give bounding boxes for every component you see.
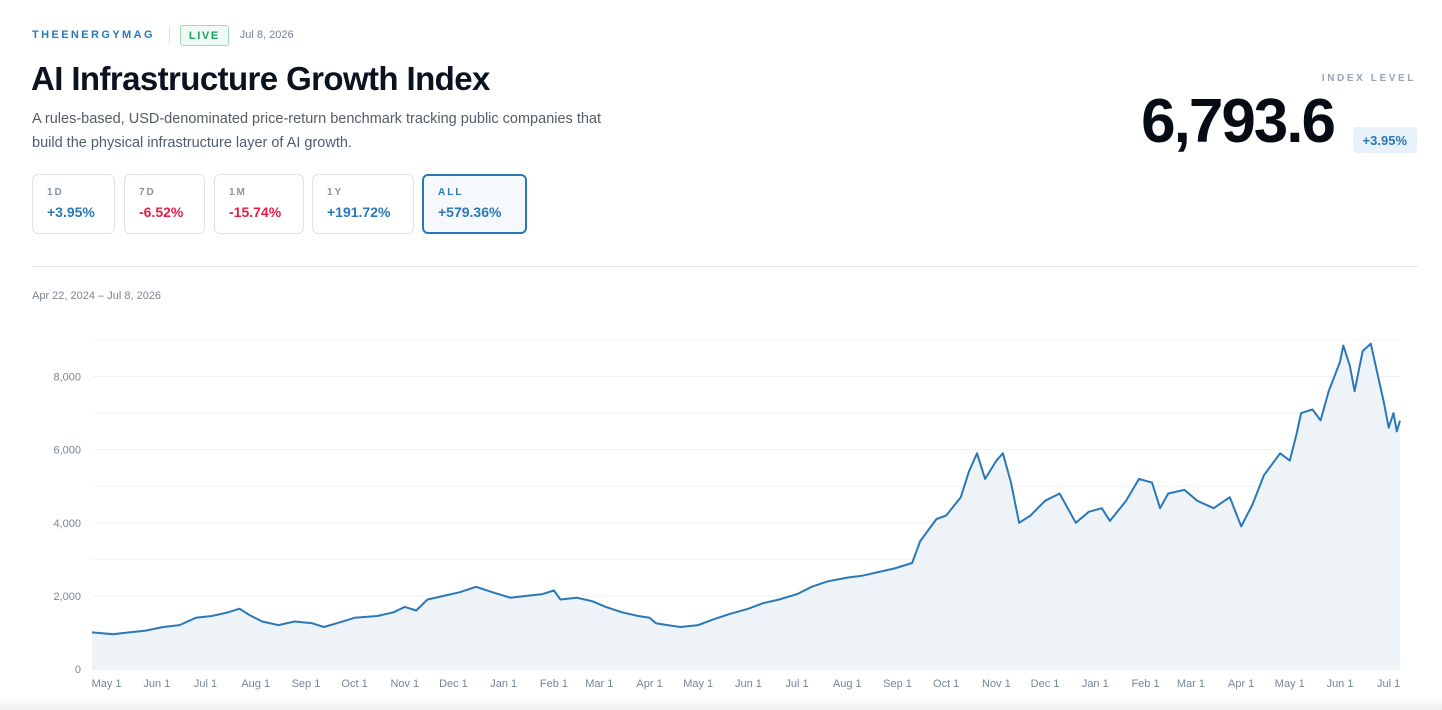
x-tick-label: Jul 1: [785, 678, 808, 690]
index-level-label: INDEX LEVEL: [1321, 73, 1416, 84]
x-tick-label: Jan 1: [1082, 678, 1109, 690]
y-axis: 0 2,000 4,000 6,000 8,000: [53, 372, 81, 676]
x-tick-label: Dec 1: [1031, 678, 1060, 690]
page-title: AI Infrastructure Growth Index: [31, 60, 490, 97]
x-tick-label: Sep 1: [292, 678, 321, 690]
period-label: 1M: [229, 187, 247, 198]
x-tick-label: Dec 1: [439, 678, 468, 690]
y-tick-label: 0: [75, 664, 81, 676]
x-tick-label: Sep 1: [883, 678, 912, 690]
live-badge: LIVE: [179, 24, 229, 46]
section-divider: [32, 266, 1418, 267]
page-description: A rules-based, USD-denominated price-ret…: [32, 111, 602, 151]
x-tick-label: Jun 1: [143, 678, 170, 690]
brand-separator: [168, 27, 170, 43]
x-tick-label: May 1: [1275, 678, 1305, 690]
x-tick-label: Apr 1: [1228, 678, 1254, 690]
index-level-value: 6,793.6: [1141, 87, 1336, 156]
period-label: 1Y: [327, 187, 344, 198]
x-axis: May 1 Jun 1 Jul 1 Aug 1 Sep 1 Oct 1 Nov 1 Dec 1…: [92, 678, 1401, 690]
period-label: 7D: [139, 187, 156, 198]
x-tick-label: Mar 1: [585, 678, 613, 690]
index-chart[interactable]: 0 2,000 4,000 6,000 8,000 May 1 Jun 1 Jul 1 Aug…: [0, 340, 1442, 700]
y-tick-label: 4,000: [53, 518, 81, 530]
current-date: Jul 8, 2026: [239, 29, 294, 41]
x-tick-label: May 1: [683, 678, 713, 690]
chart-date-range: Apr 22, 2024 – Jul 8, 2026: [32, 290, 162, 302]
period-return: +3.95%: [47, 204, 95, 220]
index-change-badge: +3.95%: [1352, 127, 1417, 153]
y-tick-label: 2,000: [53, 591, 81, 603]
period-label: 1D: [47, 187, 64, 198]
x-tick-label: Jan 1: [490, 678, 517, 690]
x-tick-label: Feb 1: [540, 678, 568, 690]
window-bottom-edge: [0, 696, 1442, 710]
index-series-line: [91, 342, 1401, 636]
x-tick-label: Jul 1: [1377, 678, 1400, 690]
x-tick-label: Feb 1: [1131, 678, 1159, 690]
period-1d-button[interactable]: 1D +3.95%: [32, 174, 115, 234]
index-area-fill: [92, 343, 1400, 669]
period-7d-button[interactable]: 7D -6.52%: [124, 174, 205, 234]
x-tick-label: Aug 1: [833, 678, 862, 690]
period-1m-button[interactable]: 1M -15.74%: [214, 174, 304, 234]
top-bar: THEENERGYMAG LIVE Jul 8, 2026: [32, 23, 294, 47]
y-tick-label: 8,000: [53, 372, 81, 384]
period-return: -15.74%: [229, 204, 282, 220]
x-tick-label: Jun 1: [735, 678, 762, 690]
brand-logo[interactable]: THEENERGYMAG: [32, 29, 155, 41]
x-tick-label: Jun 1: [1327, 678, 1354, 690]
x-tick-label: Apr 1: [636, 678, 662, 690]
period-return: -6.52%: [139, 204, 184, 220]
x-tick-label: Aug 1: [241, 678, 270, 690]
period-label: ALL: [438, 187, 464, 198]
period-1y-button[interactable]: 1Y +191.72%: [312, 174, 414, 234]
y-tick-label: 6,000: [53, 445, 81, 457]
period-all-button[interactable]: ALL +579.36%: [422, 174, 527, 234]
x-tick-label: Oct 1: [341, 678, 367, 690]
x-tick-label: Nov 1: [982, 678, 1011, 690]
x-tick-label: Jul 1: [194, 678, 217, 690]
x-tick-label: Nov 1: [390, 678, 419, 690]
x-tick-label: May 1: [92, 678, 122, 690]
x-tick-label: Oct 1: [933, 678, 959, 690]
x-tick-label: Mar 1: [1177, 678, 1205, 690]
period-return: +579.36%: [438, 204, 502, 220]
period-return: +191.72%: [327, 204, 391, 220]
